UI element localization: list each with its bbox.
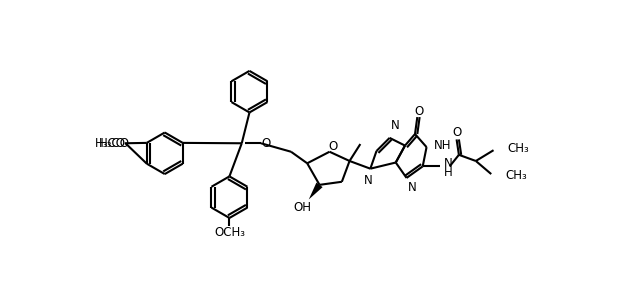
Text: CH₃: CH₃ <box>508 142 529 155</box>
Text: N: N <box>364 174 372 187</box>
Text: O: O <box>452 126 462 139</box>
Text: O: O <box>261 137 270 150</box>
Text: OCH₃: OCH₃ <box>214 226 245 239</box>
Text: N: N <box>391 120 400 133</box>
Text: NH: NH <box>433 139 451 152</box>
Text: N: N <box>408 181 417 194</box>
Text: O: O <box>414 105 424 118</box>
Text: N: N <box>444 157 453 170</box>
Text: O: O <box>329 140 338 153</box>
Text: H: H <box>444 166 453 179</box>
Text: CH₃: CH₃ <box>505 169 527 182</box>
Text: OH: OH <box>294 201 312 214</box>
Text: H₃CO: H₃CO <box>95 137 126 150</box>
Text: H₃CO: H₃CO <box>99 137 129 150</box>
Polygon shape <box>308 183 323 200</box>
